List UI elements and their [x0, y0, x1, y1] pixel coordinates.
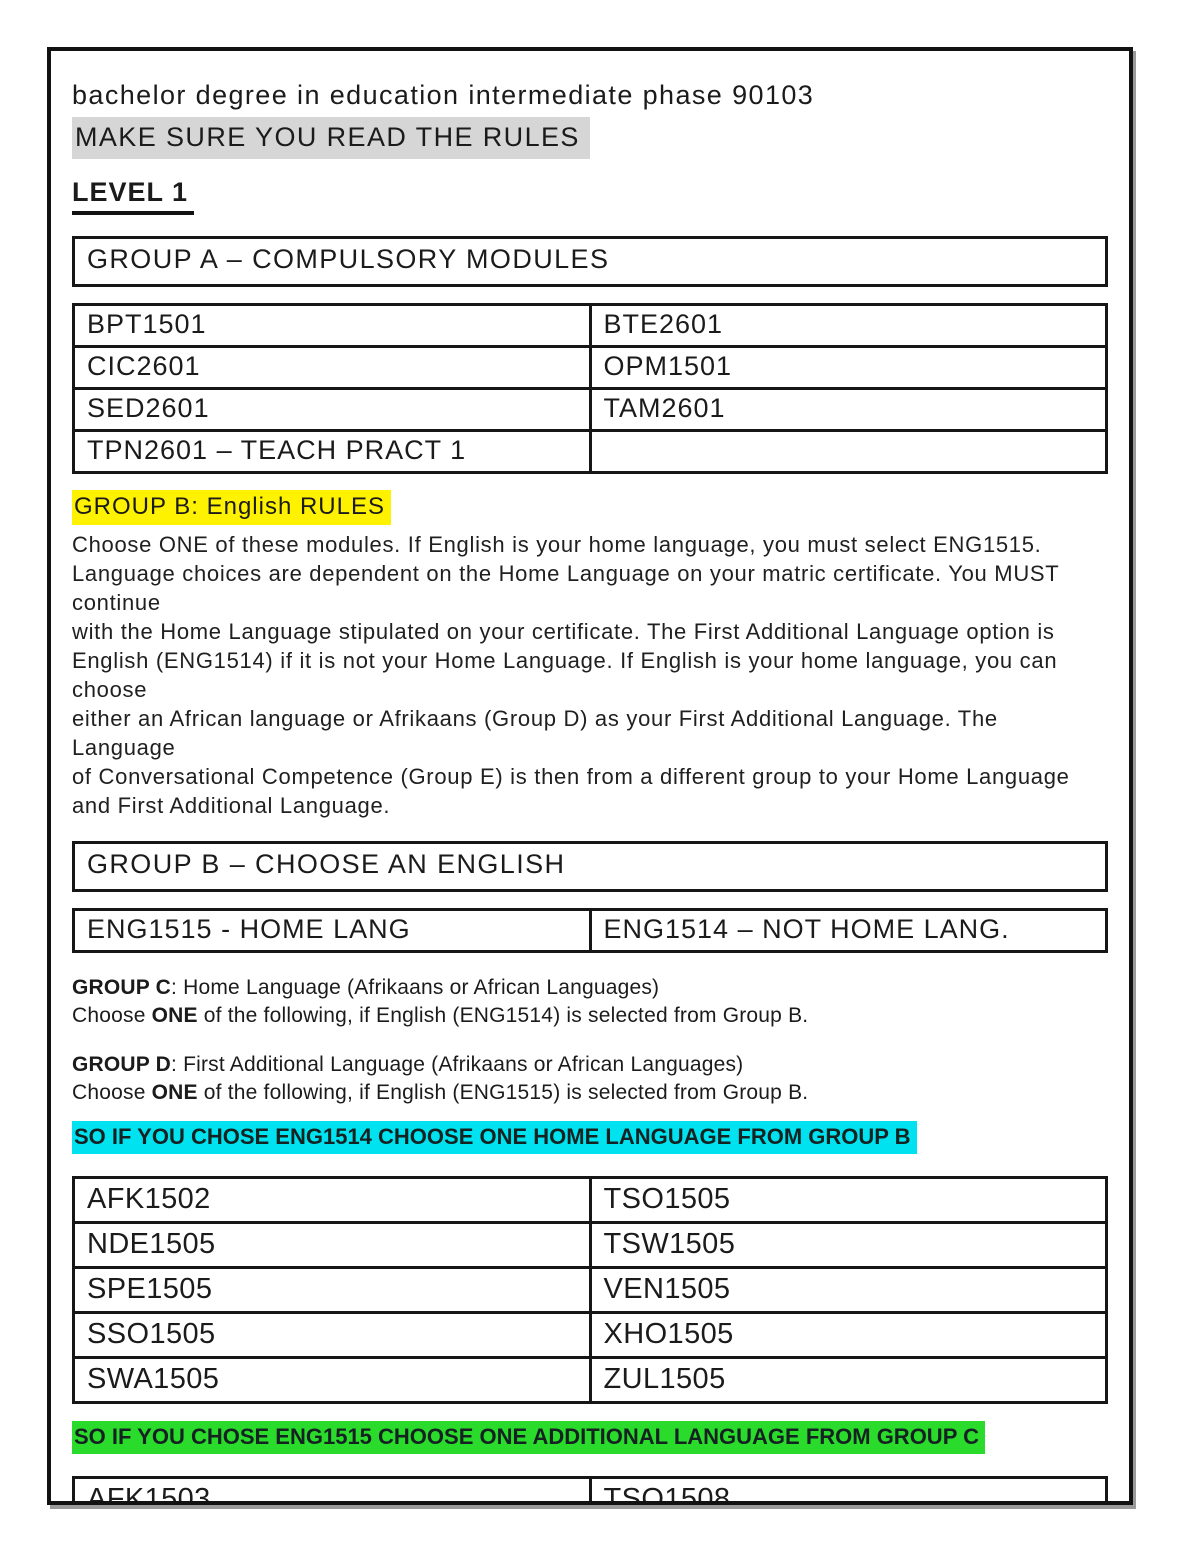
module-cell: ENG1514 – NOT HOME LANG.	[588, 908, 1108, 953]
text-segment: GROUP D	[72, 1053, 172, 1076]
module-cell: TAM2601	[588, 387, 1108, 432]
module-cell: CIC2601	[72, 345, 592, 390]
group-c-note-line2: Choose ONE of the following, if English …	[72, 1002, 1108, 1030]
module-cell: SSO1505	[72, 1311, 592, 1359]
table-row: ENG1515 - HOME LANG ENG1514 – NOT HOME LA…	[72, 908, 1108, 953]
module-cell: ZUL1505	[588, 1356, 1108, 1404]
module-cell: VEN1505	[588, 1266, 1108, 1314]
group-d-note: GROUP D: First Additional Language (Afri…	[72, 1051, 1108, 1107]
module-cell: SPE1505	[72, 1266, 592, 1314]
text-segment: Choose	[72, 1081, 152, 1104]
module-cell: XHO1505	[588, 1311, 1108, 1359]
table-row: NDE1505 TSW1505	[72, 1221, 1108, 1269]
text-segment: of the following, if English (ENG1515) i…	[197, 1081, 809, 1104]
group-b-rules-heading-row: GROUP B: English RULES	[72, 490, 1108, 525]
table-row: TPN2601 – TEACH PRACT 1	[72, 429, 1108, 474]
table-row: AFK1502 TSO1505	[72, 1176, 1108, 1224]
text-segment: : Home Language (Afrikaans or African La…	[171, 976, 660, 999]
paragraph-line: Language choices are dependent on the Ho…	[72, 561, 1060, 586]
table-row: SPE1505 VEN1505	[72, 1266, 1108, 1314]
paragraph-line: of Conversational Competence (Group E) i…	[72, 764, 1070, 789]
table-row: SWA1505 ZUL1505	[72, 1356, 1108, 1404]
group-b-rules-heading: GROUP B: English RULES	[72, 490, 391, 525]
module-cell: TSW1505	[588, 1221, 1108, 1269]
group-b-languages-table: AFK1502 TSO1505 NDE1505 TSW1505 SPE1505 VEN15…	[72, 1176, 1108, 1404]
paragraph-line: and First Additional Language.	[72, 793, 391, 818]
module-cell: TPN2601 – TEACH PRACT 1	[72, 429, 592, 474]
module-cell: NDE1505	[72, 1221, 592, 1269]
text-segment: Choose	[72, 1004, 152, 1027]
table-row: BPT1501 BTE2601	[72, 303, 1108, 348]
group-d-note-line2: Choose ONE of the following, if English …	[72, 1079, 1108, 1107]
text-segment: GROUP C	[72, 976, 172, 999]
green-highlight-row: SO IF YOU CHOSE ENG1515 CHOOSE ONE ADDIT…	[72, 1421, 1108, 1455]
module-cell	[588, 429, 1108, 474]
page-frame: bachelor degree in education intermediat…	[47, 47, 1133, 1505]
group-b-rules-paragraph: Choose ONE of these modules. If English …	[72, 530, 1108, 820]
level-heading: LEVEL 1	[72, 177, 195, 215]
module-cell: SED2601	[72, 387, 592, 432]
table-row: CIC2601 OPM1501	[72, 345, 1108, 390]
notice-row: MAKE SURE YOU READ THE RULES	[72, 117, 1108, 159]
text-segment: ONE	[151, 1004, 198, 1027]
module-cell: SWA1505	[72, 1356, 592, 1404]
paragraph-line: either an African language or Afrikaans …	[72, 706, 998, 760]
module-cell: TSO1508	[588, 1476, 1108, 1501]
group-b-header: GROUP B – CHOOSE AN ENGLISH	[72, 841, 1108, 892]
group-a-table: BPT1501 BTE2601 CIC2601 OPM1501 SED2601 TAM26…	[72, 303, 1108, 474]
module-cell: TSO1505	[588, 1176, 1108, 1224]
text-segment: : First Additional Language (Afrikaans o…	[171, 1053, 744, 1076]
green-highlight-line: SO IF YOU CHOSE ENG1515 CHOOSE ONE ADDIT…	[72, 1421, 985, 1454]
table-row: SSO1505 XHO1505	[72, 1311, 1108, 1359]
group-a-header: GROUP A – COMPULSORY MODULES	[72, 236, 1108, 287]
table-row: AFK1503 TSO1508	[72, 1476, 1108, 1501]
module-cell: AFK1502	[72, 1176, 592, 1224]
cyan-highlight-line: SO IF YOU CHOSE ENG1514 CHOOSE ONE HOME …	[72, 1121, 917, 1154]
group-c-note-line1: GROUP C: Home Language (Afrikaans or Afr…	[72, 974, 1108, 1002]
module-cell: OPM1501	[588, 345, 1108, 390]
paragraph-line: with the Home Language stipulated on you…	[72, 619, 1055, 644]
notice-highlight: MAKE SURE YOU READ THE RULES	[72, 117, 590, 159]
group-c-languages-table: AFK1503TSO1508NDE1508TSW1508SPE1508VEN15…	[72, 1476, 1108, 1501]
table-row: SED2601 TAM2601	[72, 387, 1108, 432]
group-c-note: GROUP C: Home Language (Afrikaans or Afr…	[72, 974, 1108, 1030]
text-segment: ONE	[151, 1081, 198, 1104]
text-segment: of the following, if English (ENG1514) i…	[197, 1004, 809, 1027]
module-cell: AFK1503	[72, 1476, 592, 1501]
group-b-table: ENG1515 - HOME LANG ENG1514 – NOT HOME LA…	[72, 908, 1108, 953]
module-cell: BTE2601	[588, 303, 1108, 348]
group-d-note-line1: GROUP D: First Additional Language (Afri…	[72, 1051, 1108, 1079]
paragraph-line: continue	[72, 590, 161, 615]
paragraph-line: English (ENG1514) if it is not your Home…	[72, 648, 1058, 702]
level-heading-row: LEVEL 1	[72, 157, 1108, 215]
cyan-highlight-row: SO IF YOU CHOSE ENG1514 CHOOSE ONE HOME …	[72, 1121, 1108, 1155]
module-cell: BPT1501	[72, 303, 592, 348]
paragraph-line: Choose ONE of these modules. If English …	[72, 532, 1042, 557]
page-title: bachelor degree in education intermediat…	[72, 80, 815, 110]
module-cell: ENG1515 - HOME LANG	[72, 908, 592, 953]
